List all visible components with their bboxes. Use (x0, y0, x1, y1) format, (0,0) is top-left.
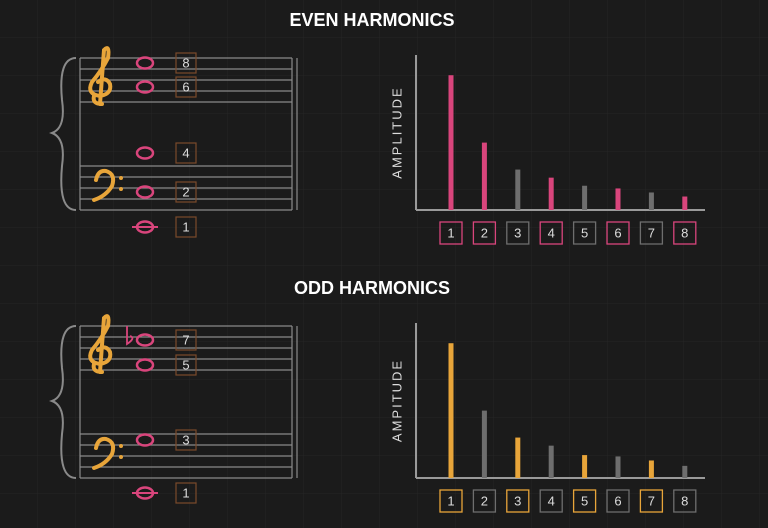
x-tick-box (472, 221, 497, 245)
x-tick-box (439, 221, 463, 245)
treble-clef (88, 314, 113, 374)
x-tick-label: 3 (514, 493, 521, 508)
bar (448, 75, 454, 210)
note-label: 7 (182, 332, 189, 347)
note (135, 146, 155, 160)
note (135, 333, 155, 347)
note-label-box (175, 76, 197, 98)
bar (615, 456, 621, 478)
note-label: 2 (182, 184, 189, 199)
note-label: 1 (182, 219, 189, 234)
x-tick-label: 5 (581, 225, 588, 240)
x-tick-box (606, 221, 630, 245)
x-tick-label: 5 (581, 493, 588, 508)
x-tick-box (606, 489, 630, 513)
note-label-box (175, 52, 197, 74)
x-tick-label: 7 (648, 225, 655, 240)
bar (682, 465, 688, 478)
bar (515, 437, 521, 478)
x-tick-box (539, 221, 563, 245)
note-label: 8 (182, 55, 189, 70)
x-tick-box (539, 489, 563, 513)
treble-clef (88, 46, 113, 106)
panel: EVEN HARMONICS 8 6 4 2 1 AMPLITUDE 1 2 3 4 5 6 7 8 (49, 10, 705, 245)
x-tick-box (639, 221, 664, 245)
x-tick-label: 2 (481, 225, 488, 240)
panel: ODD HARMONICS 7 5 3 1 AMPITUDE 1 2 3 4 5 6 7 8 (49, 278, 705, 513)
brace (49, 57, 77, 211)
x-tick-label: 1 (447, 225, 454, 240)
flat (126, 326, 134, 346)
x-tick-box (639, 489, 664, 513)
x-tick-box (673, 221, 697, 245)
note-label-box (175, 482, 197, 504)
bass-clef (92, 168, 116, 202)
bar (481, 410, 487, 478)
chart-title: ODD HARMONICS (294, 278, 450, 298)
note (135, 56, 155, 70)
x-tick-box (439, 489, 463, 513)
note (135, 80, 155, 94)
note-label: 3 (182, 432, 189, 447)
brace (49, 325, 77, 479)
note-label-box (175, 142, 197, 164)
note (135, 433, 155, 447)
x-tick-label: 7 (648, 493, 655, 508)
x-tick-label: 4 (548, 225, 555, 240)
bass-clef-dot (119, 176, 123, 180)
note-label: 4 (182, 145, 189, 160)
note (135, 185, 155, 199)
note-label: 1 (182, 485, 189, 500)
x-tick-label: 6 (614, 225, 621, 240)
staff (79, 325, 298, 479)
bass-clef-dot (119, 455, 123, 459)
x-tick-box (472, 489, 497, 513)
bass-clef (92, 436, 116, 470)
bar (648, 192, 654, 210)
bar (548, 177, 554, 210)
bar (548, 445, 554, 478)
bar (582, 185, 588, 210)
bar (648, 460, 654, 478)
note-label-box (175, 181, 197, 203)
x-tick-label: 2 (481, 493, 488, 508)
x-tick-label: 6 (614, 493, 621, 508)
bass-clef-dot (119, 187, 123, 191)
staff (79, 57, 298, 211)
note-label-box (175, 354, 197, 376)
x-tick-label: 8 (681, 225, 688, 240)
bass-clef-dot (119, 444, 123, 448)
x-tick-box (572, 489, 597, 513)
bar (481, 142, 487, 210)
bar (682, 196, 688, 210)
bar (582, 455, 588, 478)
x-tick-label: 3 (514, 225, 521, 240)
note-label: 6 (182, 79, 189, 94)
bar (615, 188, 621, 210)
x-tick-label: 4 (548, 493, 555, 508)
y-axis-label: AMPITUDE (389, 359, 404, 442)
y-axis-label: AMPLITUDE (389, 86, 404, 178)
x-tick-box (506, 221, 530, 245)
chart-title: EVEN HARMONICS (289, 10, 454, 30)
bar (448, 343, 454, 478)
note-label-box (175, 429, 197, 451)
note-label-box (175, 216, 197, 238)
note (135, 358, 155, 372)
note-label: 5 (182, 357, 189, 372)
bar (515, 169, 521, 210)
x-tick-box (673, 489, 697, 513)
x-tick-label: 8 (681, 493, 688, 508)
x-tick-box (506, 489, 530, 513)
note-label-box (175, 329, 197, 351)
x-tick-label: 1 (447, 493, 454, 508)
x-tick-box (572, 221, 597, 245)
